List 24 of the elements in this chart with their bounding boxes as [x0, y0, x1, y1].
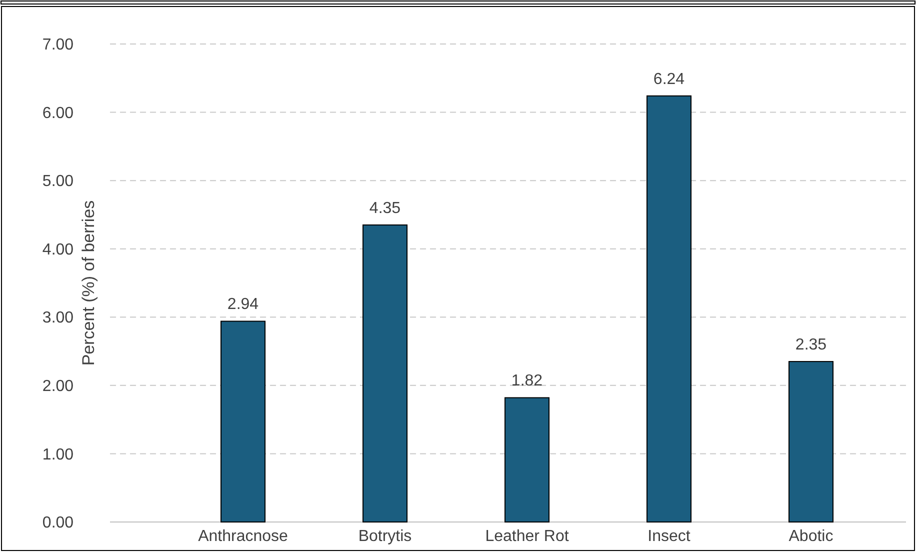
y-tick-label: 0.00: [42, 514, 74, 532]
x-tick-label: Insect: [648, 528, 691, 545]
bar: [362, 224, 408, 522]
x-tick-label: Abotic: [788, 528, 834, 545]
data-label: 2.94: [227, 296, 259, 314]
bar: [646, 95, 692, 522]
y-tick-label: 6.00: [42, 104, 74, 122]
y-tick-label: 1.00: [42, 446, 74, 464]
x-tick-label: Botrytis: [358, 528, 412, 545]
y-tick-label: 4.00: [42, 241, 74, 258]
data-label: 1.82: [511, 372, 543, 390]
data-label: 2.35: [795, 336, 827, 354]
data-label: 4.35: [369, 200, 401, 217]
bar: [504, 397, 550, 522]
bar: [788, 361, 834, 522]
y-tick-label: 5.00: [42, 173, 74, 190]
x-tick-label: Anthracnose: [198, 528, 288, 545]
x-tick-label: Leather Rot: [485, 528, 570, 545]
y-tick-label: 3.00: [42, 310, 74, 327]
y-tick-label: 7.00: [42, 36, 74, 54]
data-label: 6.24: [653, 70, 685, 88]
y-axis-title: Percent (%) of berries: [79, 200, 98, 366]
bar: [220, 320, 266, 522]
y-tick-label: 2.00: [42, 378, 74, 396]
